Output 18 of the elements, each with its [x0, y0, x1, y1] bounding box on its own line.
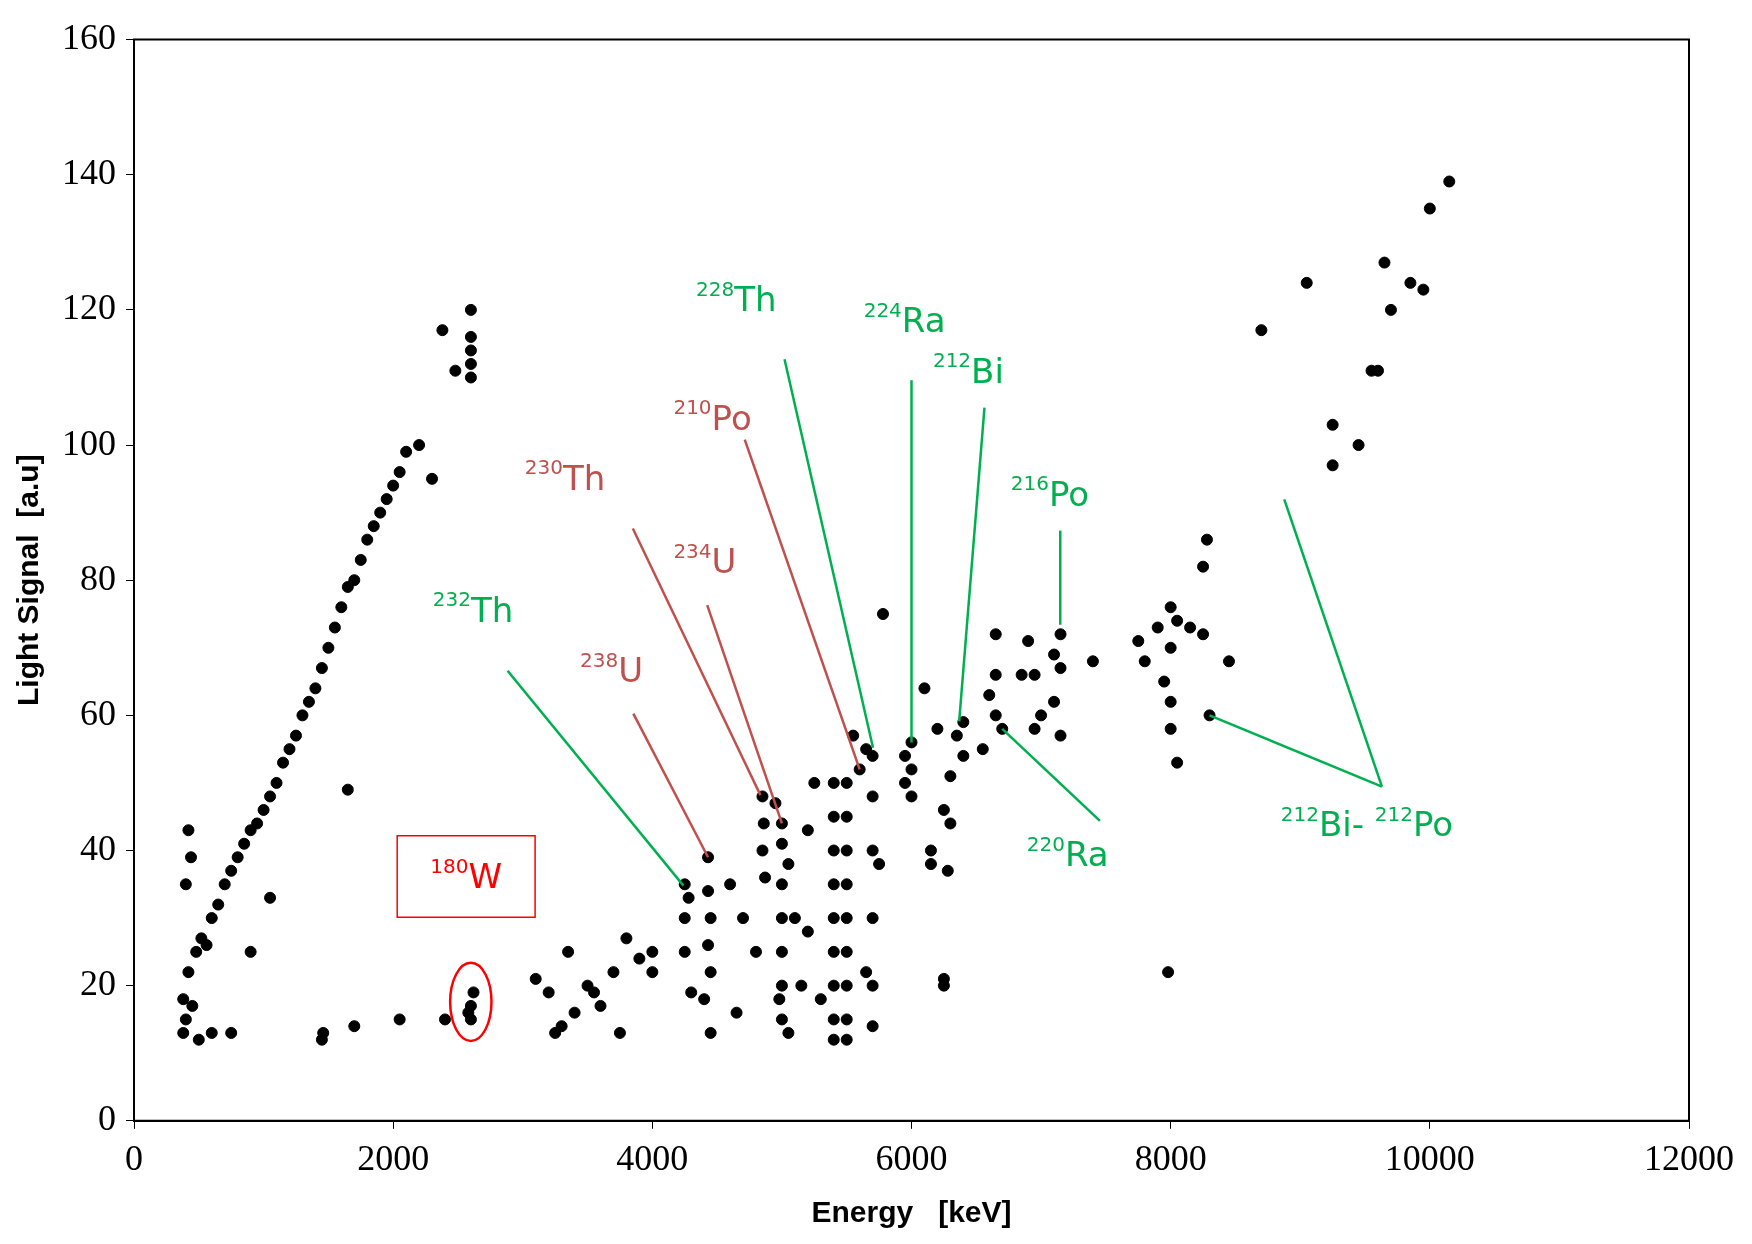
x-tick-label: 4000: [616, 1137, 689, 1178]
y-tick-label: 40: [80, 827, 116, 868]
y-tick-label: 120: [62, 287, 116, 328]
x-tick-label: 8000: [1134, 1137, 1207, 1178]
x-tick-label: 0: [125, 1137, 143, 1178]
y-tick-label: 160: [62, 17, 116, 58]
x-tick-label: 12000: [1644, 1137, 1734, 1178]
y-tick-label: 140: [62, 152, 116, 193]
y-axis-title: Light Signal [a.u]: [11, 454, 45, 707]
y-tick-label: 20: [80, 963, 116, 1004]
x-tick-label: 2000: [357, 1137, 430, 1178]
x-tick-label: 6000: [875, 1137, 948, 1178]
y-tick-label: 0: [98, 1098, 116, 1139]
y-tick-label: 80: [80, 557, 116, 598]
x-tick-label: 10000: [1384, 1137, 1475, 1178]
x-axis-title: Energy [keV]: [811, 1195, 1012, 1229]
y-tick-label: 60: [80, 692, 116, 733]
y-tick-label: 100: [62, 422, 116, 463]
